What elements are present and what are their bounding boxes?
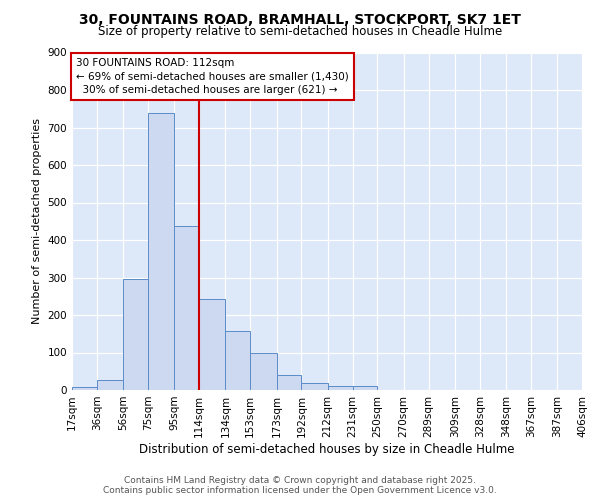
Bar xyxy=(72,387,97,390)
Bar xyxy=(174,226,199,390)
Bar xyxy=(226,331,250,390)
Bar xyxy=(123,280,148,390)
Text: 30 FOUNTAINS ROAD: 112sqm
← 69% of semi-detached houses are smaller (1,430)
  30: 30 FOUNTAINS ROAD: 112sqm ← 69% of semi-… xyxy=(76,58,349,94)
Bar xyxy=(148,112,174,390)
Bar xyxy=(97,380,123,390)
Text: Size of property relative to semi-detached houses in Cheadle Hulme: Size of property relative to semi-detach… xyxy=(98,25,502,38)
Text: 30, FOUNTAINS ROAD, BRAMHALL, STOCKPORT, SK7 1ET: 30, FOUNTAINS ROAD, BRAMHALL, STOCKPORT,… xyxy=(79,12,521,26)
Text: Contains HM Land Registry data © Crown copyright and database right 2025.
Contai: Contains HM Land Registry data © Crown c… xyxy=(103,476,497,495)
Bar xyxy=(328,386,353,390)
Y-axis label: Number of semi-detached properties: Number of semi-detached properties xyxy=(32,118,42,324)
Bar xyxy=(353,386,377,390)
X-axis label: Distribution of semi-detached houses by size in Cheadle Hulme: Distribution of semi-detached houses by … xyxy=(139,442,515,456)
Bar xyxy=(277,375,301,390)
Bar xyxy=(301,382,328,390)
Bar xyxy=(199,299,226,390)
Bar xyxy=(250,353,277,390)
